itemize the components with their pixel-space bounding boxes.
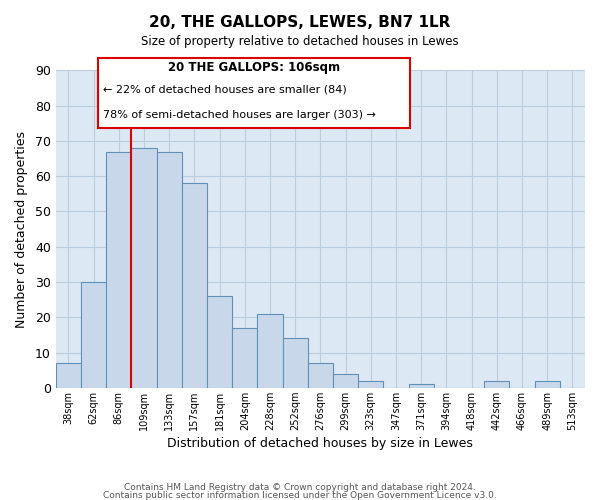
Text: Size of property relative to detached houses in Lewes: Size of property relative to detached ho… (141, 35, 459, 48)
Text: Contains HM Land Registry data © Crown copyright and database right 2024.: Contains HM Land Registry data © Crown c… (124, 484, 476, 492)
Text: 20, THE GALLOPS, LEWES, BN7 1LR: 20, THE GALLOPS, LEWES, BN7 1LR (149, 15, 451, 30)
Bar (409, 384, 434, 388)
Bar (358, 380, 383, 388)
Bar (308, 363, 333, 388)
Bar (56, 363, 81, 388)
Text: 20 THE GALLOPS: 106sqm: 20 THE GALLOPS: 106sqm (168, 61, 340, 74)
Text: ← 22% of detached houses are smaller (84): ← 22% of detached houses are smaller (84… (103, 84, 347, 94)
Bar (106, 152, 131, 388)
Bar (131, 148, 157, 388)
Bar (157, 152, 182, 388)
Bar (257, 314, 283, 388)
X-axis label: Distribution of detached houses by size in Lewes: Distribution of detached houses by size … (167, 437, 473, 450)
Text: 78% of semi-detached houses are larger (303) →: 78% of semi-detached houses are larger (… (103, 110, 376, 120)
Bar (182, 183, 207, 388)
Bar (484, 380, 509, 388)
Bar (535, 380, 560, 388)
Bar (333, 374, 358, 388)
Bar (283, 338, 308, 388)
Bar (207, 296, 232, 388)
FancyBboxPatch shape (98, 58, 410, 128)
Y-axis label: Number of detached properties: Number of detached properties (15, 130, 28, 328)
Bar (81, 282, 106, 388)
Bar (232, 328, 257, 388)
Text: Contains public sector information licensed under the Open Government Licence v3: Contains public sector information licen… (103, 491, 497, 500)
